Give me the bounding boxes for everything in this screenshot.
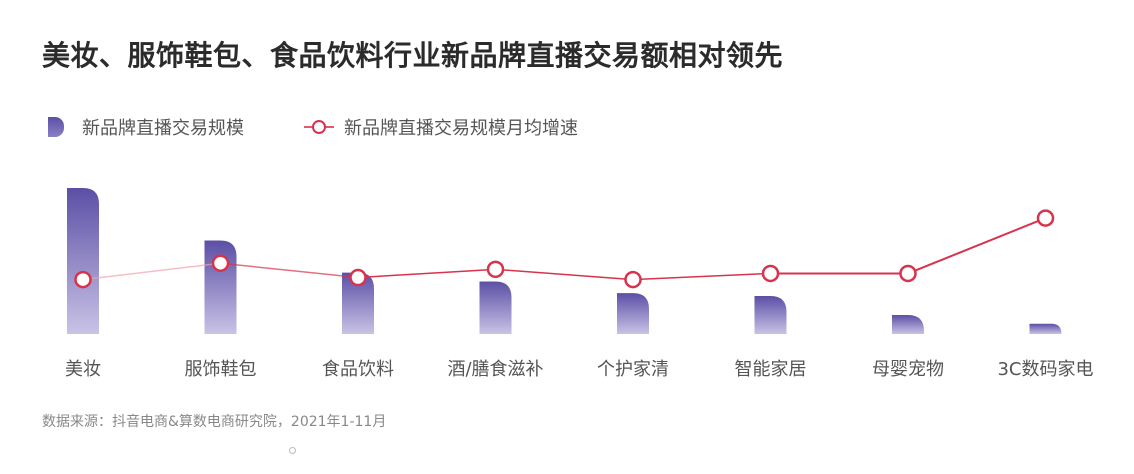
x-tick-label-6: 母婴宠物 [872, 359, 944, 380]
chart-legend: 新品牌直播交易规模 新品牌直播交易规模月均增速 [48, 112, 578, 142]
legend-line-swatch [304, 117, 334, 137]
bar-0 [67, 188, 99, 334]
bar-6 [892, 315, 924, 334]
x-tick-label-1: 服饰鞋包 [185, 359, 257, 380]
line-point-3 [486, 260, 505, 279]
decorative-dot [289, 447, 296, 454]
x-tick-label-5: 智能家居 [735, 359, 807, 380]
line-point-5 [761, 264, 780, 283]
chart-title: 美妆、服饰鞋包、食品饮料行业新品牌直播交易额相对领先 [42, 39, 784, 72]
line-point-4 [624, 270, 642, 289]
bar-2 [342, 272, 374, 334]
bar-3 [479, 281, 512, 334]
line-segment-1 [220, 262, 359, 279]
source-note: 数据来源：抖音电商&算数电商研究院，2021年1-11月 [42, 414, 387, 430]
x-tick-label-2: 食品饮料 [322, 359, 394, 380]
legend-bar-swatch [48, 117, 64, 137]
line-segment-3 [495, 268, 634, 281]
legend-line-label: 新品牌直播交易规模月均增速 [344, 118, 578, 139]
line-segment-0 [82, 262, 221, 281]
line-point-6 [899, 264, 917, 283]
line-segment-4 [632, 272, 771, 281]
line-point-7 [1036, 209, 1055, 227]
bar-4 [617, 293, 649, 334]
line-segment-6 [907, 217, 1046, 275]
line-point-0 [74, 270, 92, 289]
x-tick-label-0: 美妆 [65, 359, 101, 380]
x-tick-label-4: 个护家清 [597, 359, 669, 380]
line-point-2 [349, 268, 367, 287]
legend-bar-label: 新品牌直播交易规模 [82, 118, 244, 139]
x-tick-label-3: 酒/膳食滋补 [447, 359, 543, 380]
bar-5 [754, 296, 787, 334]
line-point-1 [211, 254, 230, 272]
bar-7 [1029, 323, 1062, 334]
x-tick-label-7: 3C数码家电 [997, 359, 1093, 380]
line-segment-2 [357, 268, 496, 279]
